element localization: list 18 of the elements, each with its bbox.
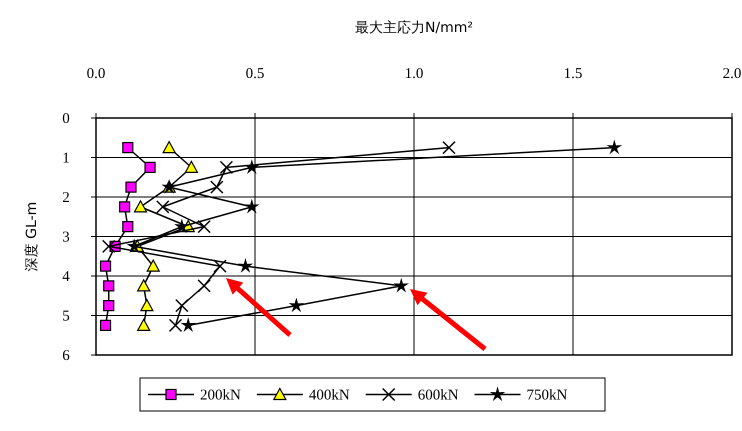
x-tick-label: 0.0 [86, 66, 106, 82]
y-tick-label: 3 [62, 230, 70, 246]
y-tick-label: 4 [62, 269, 70, 285]
x-axis-title: 最大主応力N/mm² [354, 20, 474, 36]
y-tick-label: 5 [62, 308, 70, 324]
legend-label: 200kN [200, 388, 241, 404]
y-axis-title: 深度 GL-m [24, 202, 40, 272]
y-tick-label: 2 [62, 190, 70, 206]
legend-label: 750kN [526, 388, 568, 404]
legend-label: 400kN [308, 388, 350, 404]
x-tick-label: 1.5 [564, 66, 582, 82]
x-tick-label: 0.5 [246, 66, 264, 82]
y-tick-label: 1 [62, 150, 70, 166]
x-tick-label: 2.0 [722, 66, 742, 82]
y-tick-label: 6 [62, 348, 70, 364]
x-tick-label: 1.0 [404, 66, 424, 82]
y-tick-label: 0 [62, 111, 70, 127]
legend-label: 600kN [418, 388, 459, 404]
